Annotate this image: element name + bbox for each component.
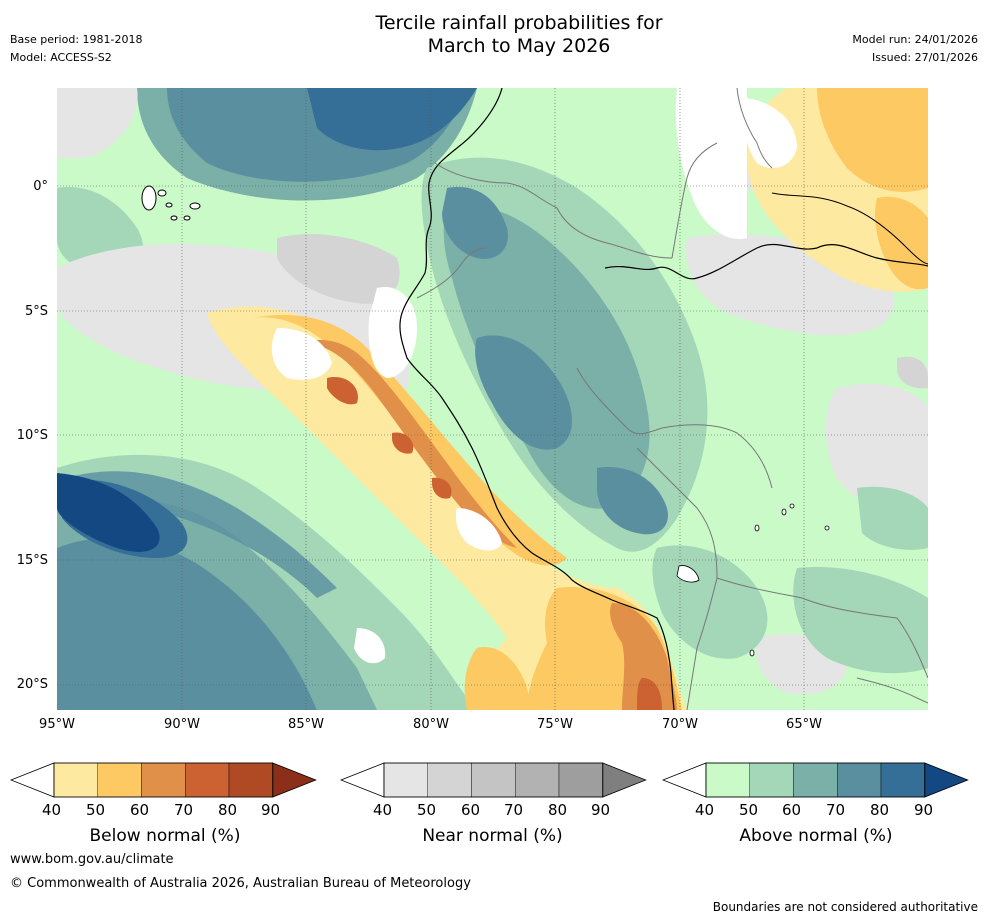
colorbar-extend-high	[602, 762, 647, 798]
colorbar-segment	[515, 762, 560, 798]
lon-label-80w: 80°W	[413, 717, 449, 732]
colorbar-segment	[793, 762, 838, 798]
tick-below-70: 70	[174, 801, 194, 819]
colorbar-near-label: Near normal (%)	[422, 826, 563, 846]
website-link[interactable]: www.bom.gov.au/climate	[10, 852, 174, 867]
tick-near-60: 60	[461, 801, 481, 819]
river-amazon	[771, 192, 928, 265]
lakes	[676, 503, 830, 657]
colorbar-outline	[383, 762, 604, 798]
galapagos-islands	[141, 185, 201, 221]
lon-label-70w: 70°W	[662, 717, 698, 732]
tick-above-70: 70	[826, 801, 846, 819]
colorbar-outline	[53, 762, 274, 798]
colorbar-segment	[185, 762, 230, 798]
colorbar-near-ticks: 40 50 60 70 80 90	[340, 801, 650, 821]
tick-above-80: 80	[870, 801, 890, 819]
colorbar-segment	[141, 762, 186, 798]
colorbar-below-label: Below normal (%)	[89, 826, 241, 846]
colorbar-extend-low	[10, 762, 55, 798]
tick-below-60: 60	[130, 801, 150, 819]
below-normal-regions	[207, 88, 928, 710]
lat-label-5s: 5°S	[24, 304, 48, 319]
coastline	[399, 88, 675, 710]
lon-label-65w: 65°W	[786, 717, 822, 732]
colorbar-segment	[705, 762, 750, 798]
colorbar-segment	[558, 762, 603, 798]
lon-label-85w: 85°W	[288, 717, 324, 732]
colorbar-segment	[880, 762, 925, 798]
lat-label-20s: 20°S	[16, 677, 48, 692]
colorbar-below-ticks: 40 50 60 70 80 90	[10, 801, 320, 821]
colorbar-extend-low	[662, 762, 707, 798]
colorbar-above-ticks: 40 50 60 70 80 90	[662, 801, 972, 821]
lon-label-90w: 90°W	[164, 717, 200, 732]
lat-label-15s: 15°S	[16, 553, 48, 568]
colorbar-below	[10, 762, 317, 798]
lat-label-10s: 10°S	[16, 428, 48, 443]
colorbar-segment	[383, 762, 428, 798]
above-normal-regions	[57, 88, 477, 710]
coastline-north	[604, 243, 928, 280]
colorbar-segment	[471, 762, 516, 798]
model-run-date: Model run: 24/01/2026	[852, 33, 978, 46]
graticule	[57, 88, 928, 710]
colorbar-extend-low	[340, 762, 385, 798]
disclaimer-text: Boundaries are not considered authoritat…	[712, 900, 978, 914]
colorbar-segment	[749, 762, 794, 798]
tick-above-50: 50	[739, 801, 759, 819]
tick-near-70: 70	[504, 801, 524, 819]
map-title-line1: Tercile rainfall probabilities for	[375, 12, 663, 34]
colorbar-above-label: Above normal (%)	[739, 826, 893, 846]
base-period: Base period: 1981-2018	[10, 33, 143, 46]
map-title: Tercile rainfall probabilities for March…	[0, 12, 988, 58]
tick-near-40: 40	[373, 801, 393, 819]
lat-label-0: 0°	[33, 179, 48, 194]
colorbar-near	[340, 762, 647, 798]
tick-above-40: 40	[695, 801, 715, 819]
tick-below-40: 40	[42, 801, 62, 819]
model-name: Model: ACCESS-S2	[10, 51, 112, 64]
colorbar-segment	[53, 762, 98, 798]
country-boundaries	[416, 88, 928, 710]
tick-below-50: 50	[86, 801, 106, 819]
low-probability-regions	[271, 88, 797, 664]
colorbar-segment	[427, 762, 472, 798]
colorbar-segment	[228, 762, 273, 798]
tick-below-90: 90	[261, 801, 281, 819]
tick-above-90: 90	[914, 801, 934, 819]
issued-date: Issued: 27/01/2026	[871, 51, 978, 64]
colorbar-extend-high	[272, 762, 317, 798]
colorbar-outline	[705, 762, 926, 798]
lon-label-75w: 75°W	[537, 717, 573, 732]
tick-near-50: 50	[417, 801, 437, 819]
tick-above-60: 60	[782, 801, 802, 819]
colorbar-segment	[837, 762, 882, 798]
tick-near-80: 80	[548, 801, 568, 819]
colorbar-above	[662, 762, 969, 798]
lon-label-95w: 95°W	[39, 717, 75, 732]
tick-near-90: 90	[591, 801, 611, 819]
colorbar-segment	[97, 762, 142, 798]
tick-below-80: 80	[218, 801, 238, 819]
colorbar-extend-high	[924, 762, 969, 798]
copyright-text: © Commonwealth of Australia 2026, Austra…	[10, 876, 471, 891]
probability-map	[57, 88, 928, 710]
map-title-line2: March to May 2026	[427, 35, 611, 57]
